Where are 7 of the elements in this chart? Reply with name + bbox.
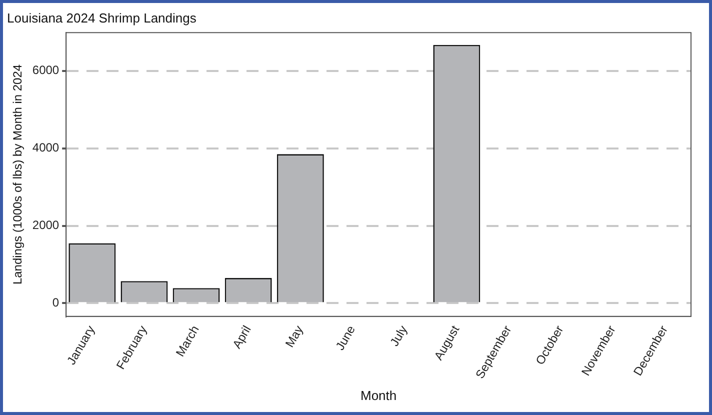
- y-tick-label: 0: [52, 296, 60, 310]
- chart-title: Louisiana 2024 Shrimp Landings: [7, 10, 197, 26]
- y-axis-title: Landings (1000s of lbs) by Month in 2024: [10, 64, 25, 285]
- y-tick-label: 6000: [32, 63, 60, 78]
- y-tick-label: 2000: [32, 218, 60, 232]
- y-tick-label: 4000: [32, 140, 60, 155]
- x-axis-title: Month: [360, 388, 397, 403]
